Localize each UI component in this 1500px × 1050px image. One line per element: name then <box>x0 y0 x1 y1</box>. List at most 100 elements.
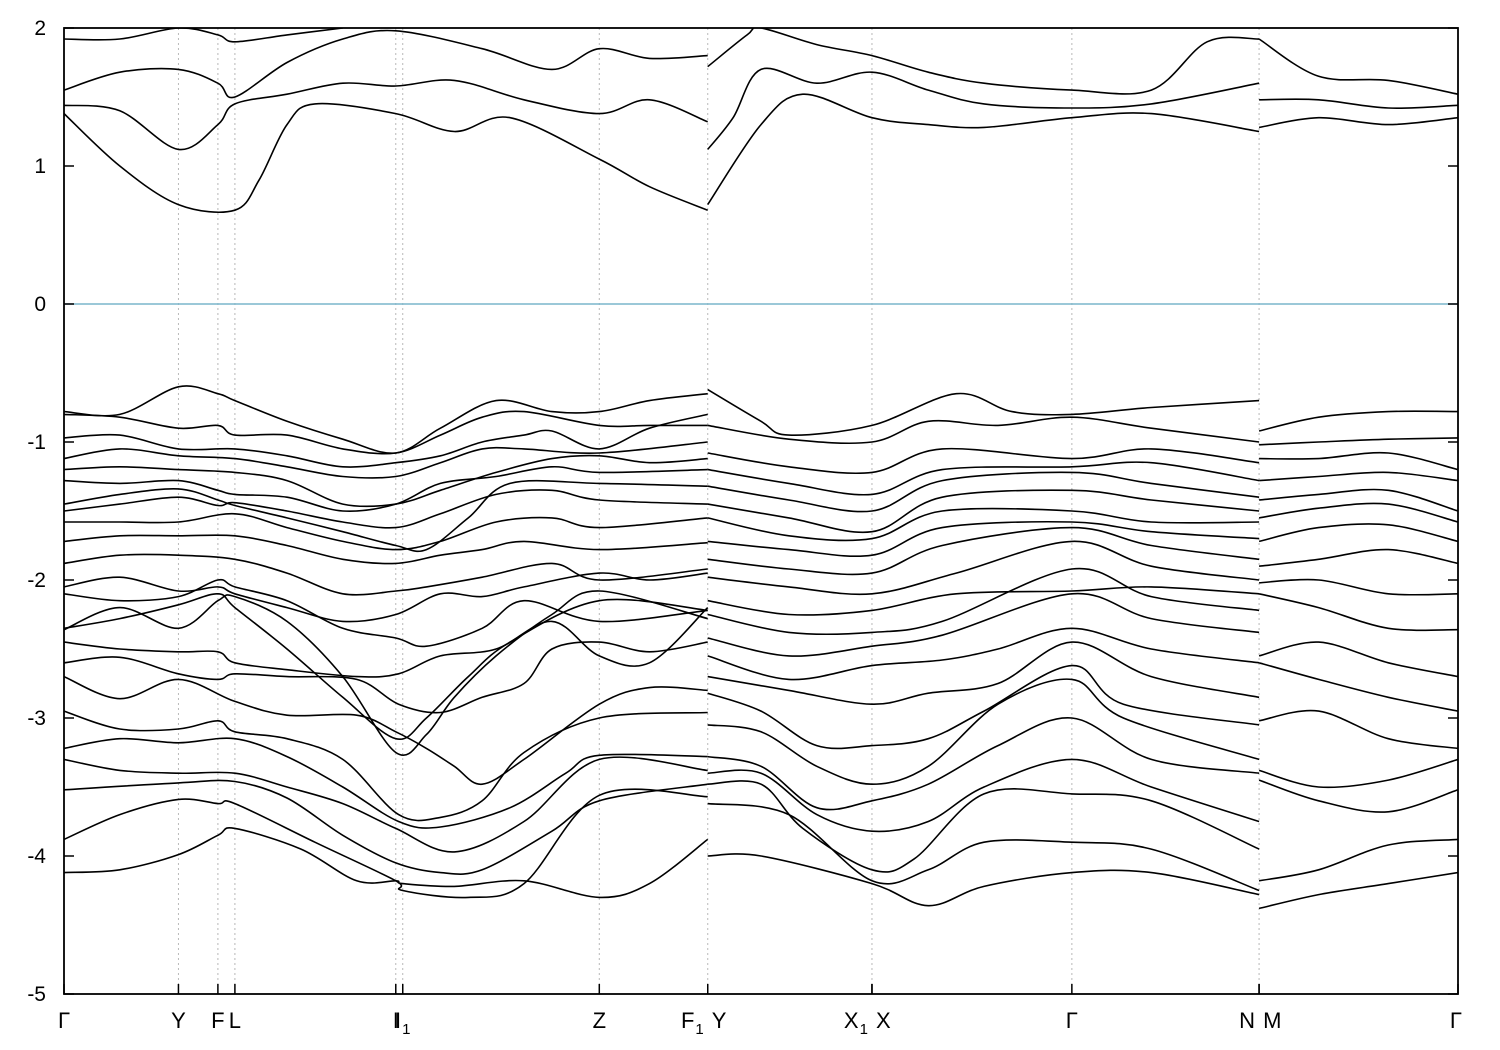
plot-frame <box>63 27 1459 995</box>
band-line-32 <box>707 641 1260 706</box>
band-line-51 <box>1258 709 1458 750</box>
y-tick-label: -2 <box>27 569 46 592</box>
y-tick-label: 0 <box>34 293 46 316</box>
band-line-71 <box>1258 116 1458 129</box>
band-line-64 <box>64 102 708 213</box>
band-line-72 <box>1259 98 1458 109</box>
band-line-35 <box>707 567 1260 636</box>
band-line-69 <box>707 67 1260 150</box>
band-line-62 <box>1259 437 1458 446</box>
band-line-58 <box>1258 502 1458 523</box>
band-line-36 <box>707 586 1260 616</box>
band-line-57 <box>1258 523 1458 543</box>
band-line-44 <box>707 447 1260 475</box>
band-line-53 <box>1258 641 1458 678</box>
band-line-14 <box>64 553 708 596</box>
k-point-label: Γ <box>1450 1008 1462 1033</box>
high-symmetry-gridlines <box>177 28 1260 994</box>
band-line-30 <box>707 678 1260 785</box>
k-point-label: Z <box>593 1008 606 1033</box>
band-line-68 <box>707 93 1260 206</box>
k-point-label: Y <box>171 1008 186 1033</box>
band-line-65 <box>64 79 708 151</box>
band-line-43 <box>707 461 1260 496</box>
k-point-label: Y <box>712 1008 727 1033</box>
band-line-33 <box>707 627 1260 681</box>
k-point-label: I <box>393 1008 399 1033</box>
k-point-label: X <box>876 1008 891 1033</box>
band-line-40 <box>707 507 1260 542</box>
band-line-42 <box>707 471 1260 513</box>
band-line-56 <box>1259 548 1458 567</box>
band-line-63 <box>1258 410 1458 432</box>
band-line-48 <box>1258 838 1458 882</box>
band-line-20 <box>64 454 708 508</box>
band-line-7 <box>64 675 708 786</box>
band-line-6 <box>64 710 708 822</box>
band-line-21 <box>64 441 708 479</box>
k-point-label: Γ <box>58 1008 70 1033</box>
band-line-5 <box>64 737 708 829</box>
k-point-label: Γ <box>1066 1008 1078 1033</box>
band-line-45 <box>707 416 1260 445</box>
band-line-24 <box>64 385 708 454</box>
band-line-3 <box>64 779 708 875</box>
band-line-37 <box>707 540 1260 596</box>
band-line-39 <box>707 520 1260 558</box>
band-line-10 <box>64 592 708 741</box>
k-point-label: F <box>211 1008 224 1033</box>
band-line-9 <box>64 607 709 678</box>
band-line-19 <box>64 465 708 513</box>
band-line-15 <box>64 534 708 565</box>
band-line-4 <box>64 756 708 853</box>
band-line-29 <box>707 717 1260 811</box>
band-line-2 <box>64 788 708 899</box>
band-line-70 <box>707 28 1260 95</box>
band-line-28 <box>707 758 1260 833</box>
k-point-label: N <box>1239 1008 1255 1033</box>
band-line-67 <box>64 28 343 43</box>
band-line-16 <box>64 512 708 551</box>
band-line-23 <box>64 410 708 455</box>
band-line-31 <box>707 664 1260 750</box>
band-line-47 <box>1258 871 1458 910</box>
band-line-17 <box>64 489 708 529</box>
k-point-label: I1 <box>395 1008 410 1038</box>
band-line-50 <box>1258 758 1458 789</box>
band-lines <box>64 28 1458 910</box>
band-line-55 <box>1259 578 1458 596</box>
band-line-8 <box>64 641 708 714</box>
x-axis-k-points: Γ Y F L II1 Z F1 Y X1 X Γ N M Γ <box>58 984 1462 1038</box>
k-point-label: L <box>229 1008 241 1033</box>
band-line-73 <box>1258 38 1458 95</box>
band-line-1 <box>64 827 709 899</box>
band-line-66 <box>64 29 708 99</box>
band-line-25 <box>707 853 1260 907</box>
y-tick-label: -4 <box>27 845 46 868</box>
k-point-label: X1 <box>844 1008 868 1038</box>
band-line-38 <box>707 526 1260 576</box>
y-tick-label: 2 <box>34 17 46 40</box>
k-point-label: F1 <box>681 1008 704 1038</box>
band-line-12 <box>64 578 708 648</box>
band-line-60 <box>1259 471 1458 482</box>
band-line-26 <box>707 802 1260 892</box>
band-line-61 <box>1259 451 1458 471</box>
band-line-18 <box>64 479 708 553</box>
y-tick-label: 1 <box>34 155 46 178</box>
band-line-54 <box>1258 593 1458 632</box>
band-line-46 <box>707 388 1260 436</box>
band-line-52 <box>1258 662 1458 712</box>
y-tick-label: -5 <box>27 983 46 1006</box>
band-line-41 <box>707 489 1260 534</box>
band-line-13 <box>64 572 708 623</box>
band-line-59 <box>1259 488 1458 512</box>
y-tick-label: -1 <box>27 431 46 454</box>
y-tick-label: -3 <box>27 707 46 730</box>
band-line-34 <box>707 592 1260 657</box>
band-line-49 <box>1258 779 1458 813</box>
band-line-11 <box>64 590 708 756</box>
y-axis: 2 1 0 -1 -2 -3 -4 -5 <box>27 17 1458 1006</box>
k-point-label: M <box>1263 1008 1281 1033</box>
